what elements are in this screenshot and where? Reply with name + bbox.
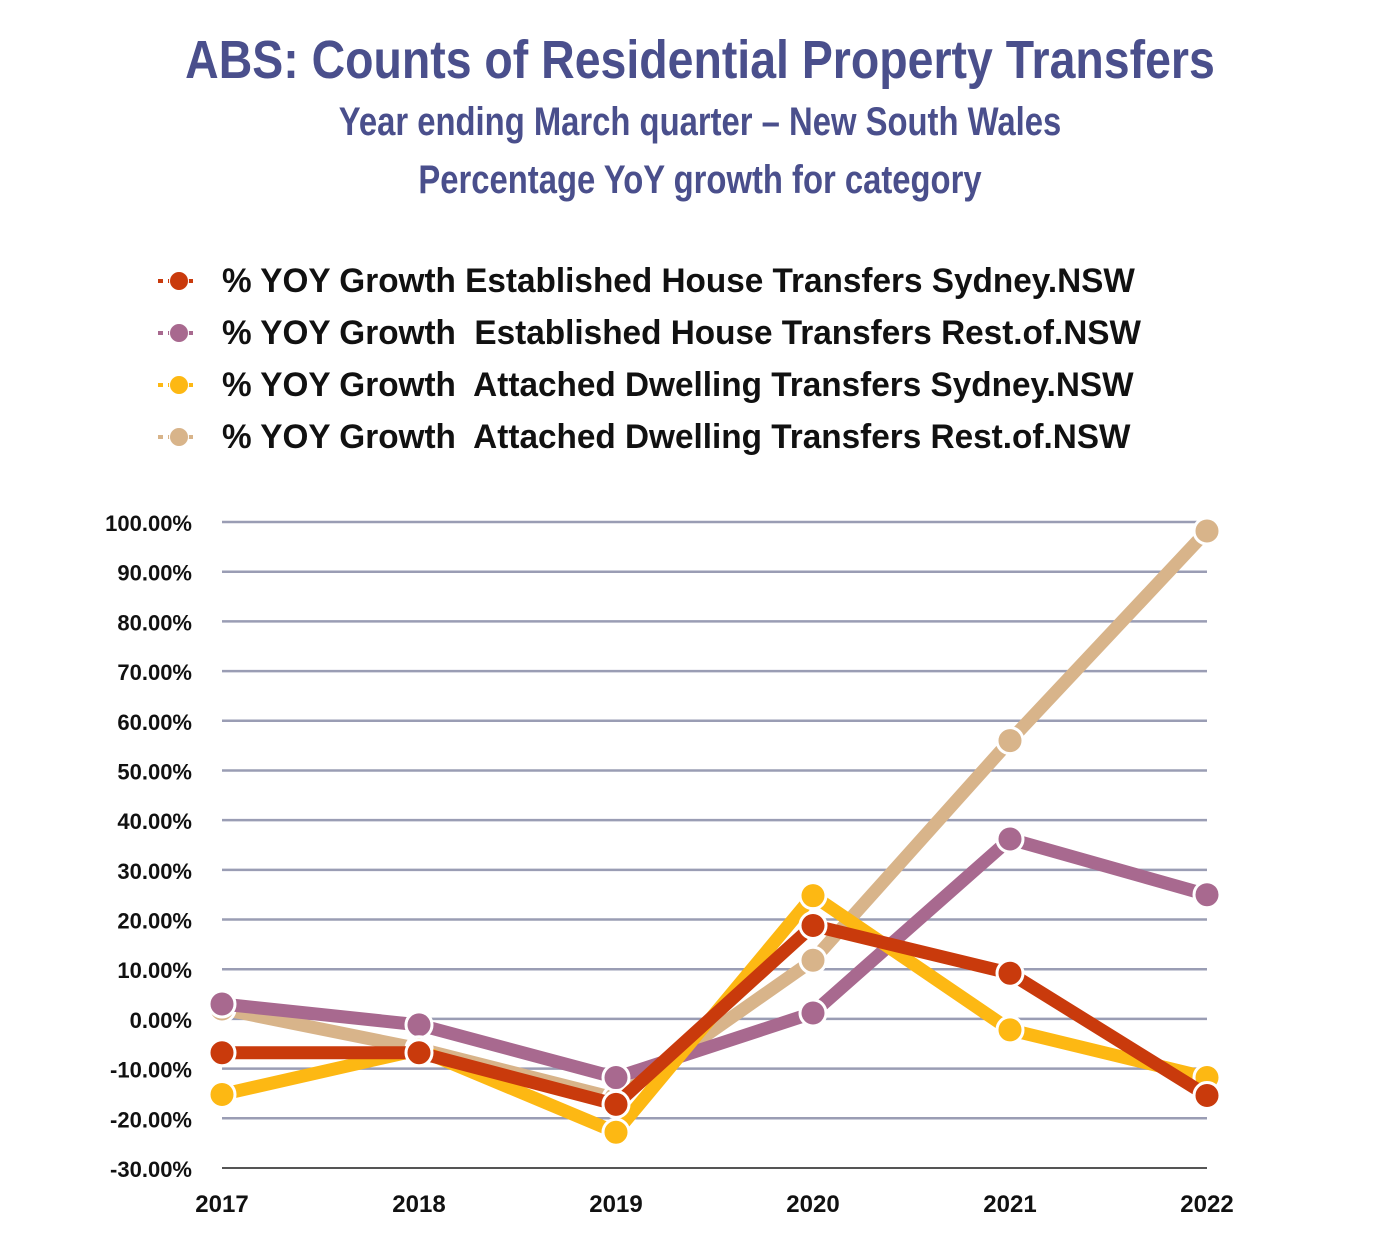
legend-marker [158,375,198,395]
x-tick-label: 2018 [392,1191,445,1218]
y-tick-label: 10.00% [117,958,192,983]
data-point [1192,1080,1222,1110]
gridlines [222,520,1207,1169]
x-tick-label: 2019 [589,1191,642,1218]
legend-item: % YOY Growth Attached Dwelling Transfers… [158,359,1358,411]
data-point [601,1117,631,1147]
legend-item: % YOY Growth Established House Transfers… [158,307,1358,359]
legend-label: % YOY Growth Attached Dwelling Transfers… [222,365,1134,404]
data-point [995,726,1025,756]
x-tick-label: 2017 [195,1191,248,1218]
legend-item: % YOY Growth Attached Dwelling Transfers… [158,411,1358,463]
data-point [995,1015,1025,1045]
data-point [404,1010,434,1040]
chart-titles: ABS: Counts of Residential Property Tran… [0,28,1400,209]
series-line [215,832,1214,1085]
series-line [215,524,1214,1105]
legend-label: % YOY Growth Established House Transfers… [222,261,1135,300]
data-point [207,989,237,1019]
y-tick-label: 0.00% [130,1008,192,1033]
y-tick-label: 50.00% [117,759,192,784]
data-point [404,1038,434,1068]
legend-label: % YOY Growth Established House Transfers… [222,313,1141,352]
x-tick-label: 2020 [786,1191,839,1218]
y-tick-label: 30.00% [117,859,192,884]
y-tick-label: 20.00% [117,909,192,934]
data-point [798,945,828,975]
legend-marker [158,271,198,291]
y-tick-label: 80.00% [117,610,192,635]
y-tick-label: -10.00% [110,1058,192,1083]
y-tick-label: 70.00% [117,660,192,685]
chart-subtitle-line-2: Percentage YoY growth for category [418,157,982,202]
x-axis-ticks: 2017 2018 2019 2020 2021 2022 [195,1191,1233,1218]
y-tick-label: 90.00% [117,561,192,586]
chart-title: ABS: Counts of Residential Property Tran… [185,30,1215,90]
data-point [207,1038,237,1068]
series-line [215,919,1214,1111]
chart-subtitle-line-1: Year ending March quarter – New South Wa… [338,99,1062,144]
series-1 [207,824,1222,1093]
data-point [601,1089,631,1119]
data-point [1192,880,1222,910]
x-tick-label: 2022 [1180,1191,1233,1218]
y-tick-label: 40.00% [117,809,192,834]
data-point [601,1063,631,1093]
series-0 [207,911,1222,1119]
y-tick-label: -20.00% [110,1107,192,1132]
y-axis-ticks: 100.00% 90.00% 80.00% 70.00% 60.00% 50.00% 40.… [105,511,192,1182]
data-point [995,958,1025,988]
data-point [207,1079,237,1109]
y-tick-label: 60.00% [117,710,192,735]
y-tick-label: -30.00% [110,1157,192,1182]
x-tick-label: 2021 [983,1191,1036,1218]
legend-marker [158,323,198,343]
data-point [1192,516,1222,546]
data-point [798,881,828,911]
y-tick-label: 100.00% [105,511,192,536]
data-point [798,911,828,941]
legend-marker [158,427,198,447]
data-point [798,998,828,1028]
legend-item: % YOY Growth Established House Transfers… [158,255,1358,307]
legend-label: % YOY Growth Attached Dwelling Transfers… [222,417,1131,456]
chart-legend: % YOY Growth Established House Transfers… [158,255,1358,463]
data-point [995,824,1025,854]
